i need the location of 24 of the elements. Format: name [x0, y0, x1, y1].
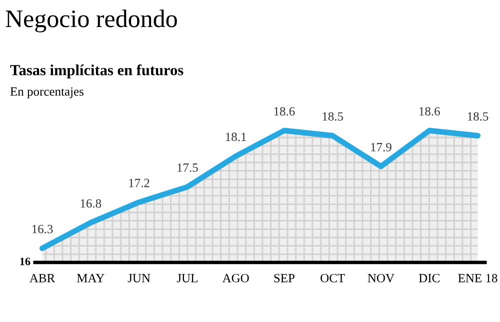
x-tick-label: ABR [30, 274, 56, 282]
chart-subtitle: Tasas implícitas en futuros [10, 64, 184, 78]
data-label: 18.6 [274, 107, 295, 116]
data-label: 18.5 [322, 112, 344, 121]
x-tick-label: DIC [418, 274, 440, 282]
data-label: 17.5 [178, 163, 198, 172]
data-label: 16.3 [32, 224, 53, 234]
x-tick-label: NOV [368, 274, 394, 282]
chart-title: Negocio redondo [6, 10, 177, 32]
data-label: 17.9 [371, 142, 392, 152]
y-axis-title: En porcentajes [10, 87, 84, 98]
data-label: 16.8 [80, 199, 102, 208]
x-tick-label: JUN [128, 274, 150, 282]
x-tick-label: AGO [222, 274, 249, 282]
data-label: 17.2 [129, 178, 150, 188]
text: 16 [20, 258, 30, 266]
x-tick-label: SEP [274, 274, 294, 282]
x-tick-label: MAY [76, 274, 104, 282]
x-tick-label: JUL [176, 274, 198, 282]
x-tick-label: ENE 18 [458, 274, 498, 282]
data-label: 18.6 [420, 107, 440, 116]
data-label: 18.5 [468, 112, 488, 121]
x-tick-label: OCT [320, 274, 345, 282]
data-label: 18.1 [226, 132, 246, 142]
